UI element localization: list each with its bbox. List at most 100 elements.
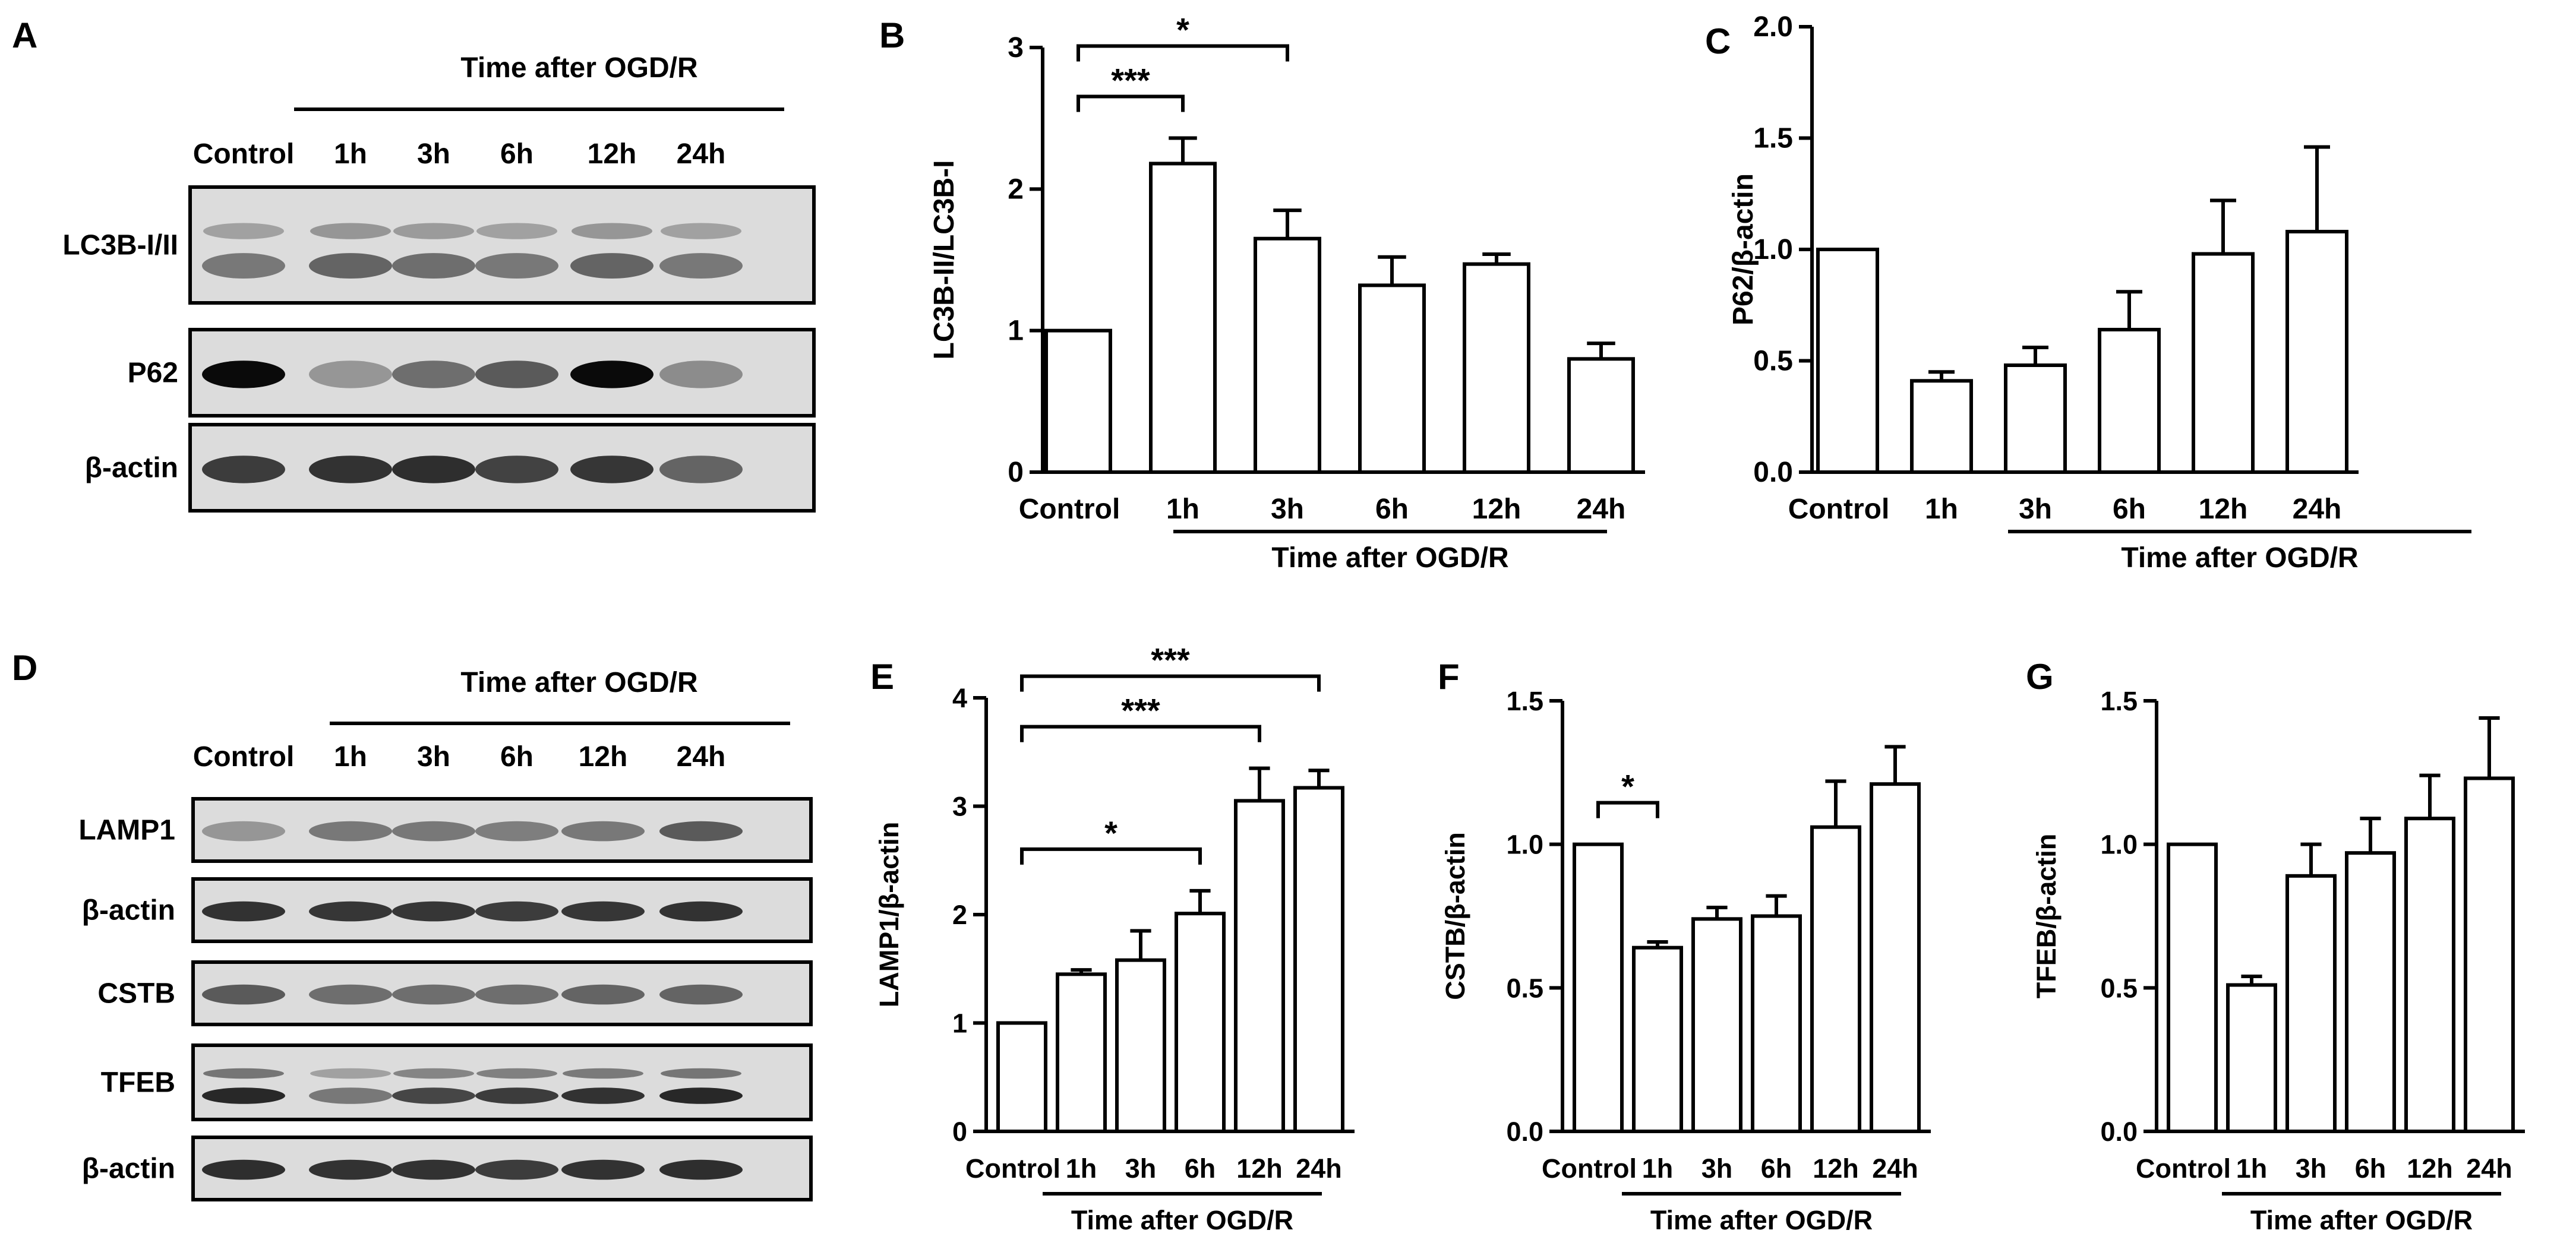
blot-band — [561, 1087, 645, 1104]
y-tick-label: 1 — [952, 1008, 967, 1039]
x-tick-label: 24h — [1577, 494, 1626, 525]
x-tick-label: Control — [965, 1153, 1060, 1184]
blot-band — [202, 821, 285, 842]
y-tick-label: 0.0 — [1753, 457, 1793, 488]
lane-label: 1h — [334, 741, 367, 773]
bar-3h — [2004, 363, 2067, 474]
lane-label: 3h — [417, 741, 450, 773]
blot-panel-a: A Time after OGD/R Control 1h 3h 6h 12h 24h LC3B… — [12, 15, 816, 513]
x-axis-label: Time after OGD/R — [2121, 542, 2358, 574]
chart-g: G 0.0 0.5 1.0 1.5 TFEB/β-actin Control 1h 3h 6h 12… — [2026, 657, 2525, 1235]
bar-6h — [1358, 283, 1426, 474]
panel-letter: B — [879, 15, 905, 55]
x-tick-label: 12h — [1472, 494, 1521, 525]
blot-band — [309, 901, 392, 922]
x-axis-label: Time after OGD/R — [2250, 1205, 2473, 1235]
blot-band — [392, 901, 475, 922]
blot-band — [392, 821, 475, 842]
blot-band — [309, 984, 392, 1005]
blot-band — [392, 360, 475, 388]
x-tick-label: 12h — [1813, 1153, 1859, 1184]
y-tick-label: 0 — [952, 1117, 967, 1147]
bar-24h — [1293, 786, 1344, 1133]
blot-band — [659, 1159, 743, 1180]
bar-12h — [2192, 252, 2255, 474]
x-tick-label: Control — [2136, 1153, 2231, 1184]
x-tick-label: 6h — [1761, 1153, 1792, 1184]
blot-band — [475, 360, 558, 388]
chart-f: F 0.0 0.5 1.0 1.5 CSTB/β-actin Control 1h 3h 6h 12… — [1438, 657, 1931, 1235]
y-axis-label: LAMP1/β-actin — [874, 822, 904, 1008]
y-tick-label: 0.5 — [1753, 346, 1793, 377]
bar-3h — [1691, 917, 1742, 1134]
x-tick-label: 12h — [2407, 1153, 2453, 1184]
y-tick-label: 0.5 — [1506, 973, 1543, 1003]
x-tick-label: 6h — [1375, 494, 1409, 525]
blot-band — [202, 984, 285, 1005]
x-tick-label: 1h — [1166, 494, 1199, 525]
blot-band — [563, 1068, 643, 1079]
bar-3h — [1115, 958, 1166, 1134]
bar-24h — [1870, 782, 1921, 1133]
y-tick-label: 1.0 — [2100, 830, 2138, 860]
blot-band — [309, 1087, 392, 1104]
blot-band — [661, 223, 741, 239]
blot-panel-d: D Time after OGD/R Control 1h 3h 6h 12h 24h LAMP… — [12, 648, 813, 1201]
x-tick-label: 3h — [2019, 494, 2052, 525]
blot-band — [202, 901, 285, 922]
bar-1h — [1632, 945, 1683, 1133]
significance-bracket — [1020, 847, 1202, 865]
bar-12h — [2404, 817, 2455, 1133]
bar-24h — [2285, 230, 2348, 474]
blot-row-label: P62 — [128, 358, 178, 389]
panel-letter: D — [12, 648, 37, 688]
lane-label: 1h — [334, 138, 367, 170]
bar-1h — [2226, 983, 2277, 1133]
x-tick-label: 24h — [2466, 1153, 2512, 1184]
blot-row-label: CSTB — [97, 978, 175, 1010]
x-tick-label: 24h — [1872, 1153, 1918, 1184]
blot-band — [570, 360, 654, 388]
blot-row-label: LAMP1 — [78, 815, 175, 846]
significance-label: *** — [1111, 62, 1150, 99]
x-axis-label: Time after OGD/R — [1650, 1205, 1873, 1235]
blot-band — [309, 360, 392, 388]
lane-label: 6h — [500, 741, 533, 773]
y-tick-label: 1.5 — [1506, 686, 1543, 716]
significance-bracket — [1077, 44, 1289, 62]
blot-band — [659, 1087, 743, 1104]
blot-band — [202, 360, 285, 388]
blot-band — [570, 456, 654, 483]
y-tick-label: 1.0 — [1753, 234, 1793, 265]
bar-12h — [1234, 799, 1285, 1133]
blot-band — [309, 821, 392, 842]
blot-band — [310, 1068, 391, 1079]
blot-band — [475, 1159, 558, 1180]
x-tick-label: 12h — [1236, 1153, 1283, 1184]
blot-band — [561, 984, 645, 1005]
blot-band — [309, 1159, 392, 1180]
panel-letter: G — [2026, 657, 2054, 697]
x-tick-label: 1h — [2236, 1153, 2268, 1184]
bar-12h — [1463, 262, 1530, 474]
bar-control — [2167, 842, 2218, 1133]
x-tick-label: 1h — [1066, 1153, 1097, 1184]
blot-band — [392, 1087, 475, 1104]
chart-b: B 0 1 2 3 LC3B-II/LC3B-I Control 1h 3h 6h 12h 24h Ti… — [879, 11, 1645, 574]
lane-label: 12h — [588, 138, 637, 170]
blot-row-label: β-actin — [82, 1153, 175, 1185]
blot-band — [659, 984, 743, 1005]
blot-band — [561, 901, 645, 922]
blot-band — [203, 1068, 284, 1079]
bar-control — [1816, 248, 1879, 474]
y-tick-label: 0.0 — [1506, 1117, 1543, 1147]
blot-band — [475, 901, 558, 922]
panel-letter: C — [1705, 21, 1731, 61]
y-tick-label: 1.5 — [2100, 686, 2138, 716]
y-tick-label: 0 — [1008, 457, 1024, 488]
bar-6h — [2345, 851, 2396, 1133]
blot-band — [393, 223, 474, 239]
lane-label: 6h — [500, 138, 533, 170]
blot-band — [475, 821, 558, 842]
x-tick-label: 3h — [1271, 494, 1304, 525]
